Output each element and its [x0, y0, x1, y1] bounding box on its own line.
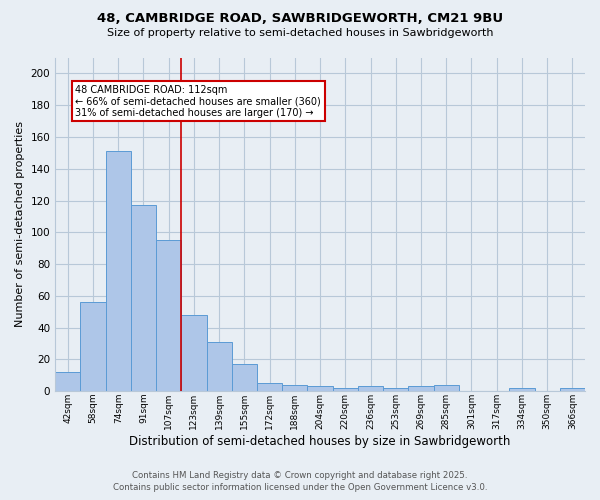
Text: 48 CAMBRIDGE ROAD: 112sqm
← 66% of semi-detached houses are smaller (360)
31% of: 48 CAMBRIDGE ROAD: 112sqm ← 66% of semi-… — [76, 84, 321, 117]
Bar — [131, 206, 156, 391]
Text: Size of property relative to semi-detached houses in Sawbridgeworth: Size of property relative to semi-detach… — [107, 28, 493, 38]
Bar — [509, 388, 535, 391]
Bar — [181, 315, 206, 391]
Bar — [307, 386, 332, 391]
Bar — [232, 364, 257, 391]
Bar — [434, 385, 459, 391]
Bar — [560, 388, 585, 391]
Bar — [409, 386, 434, 391]
Bar — [282, 385, 307, 391]
Text: 48, CAMBRIDGE ROAD, SAWBRIDGEWORTH, CM21 9BU: 48, CAMBRIDGE ROAD, SAWBRIDGEWORTH, CM21… — [97, 12, 503, 26]
Bar — [106, 151, 131, 391]
Bar — [358, 386, 383, 391]
Bar — [55, 372, 80, 391]
Y-axis label: Number of semi-detached properties: Number of semi-detached properties — [15, 122, 25, 328]
Text: Contains HM Land Registry data © Crown copyright and database right 2025.
Contai: Contains HM Land Registry data © Crown c… — [113, 471, 487, 492]
X-axis label: Distribution of semi-detached houses by size in Sawbridgeworth: Distribution of semi-detached houses by … — [130, 434, 511, 448]
Bar — [257, 383, 282, 391]
Bar — [206, 342, 232, 391]
Bar — [332, 388, 358, 391]
Bar — [156, 240, 181, 391]
Bar — [383, 388, 409, 391]
Bar — [80, 302, 106, 391]
